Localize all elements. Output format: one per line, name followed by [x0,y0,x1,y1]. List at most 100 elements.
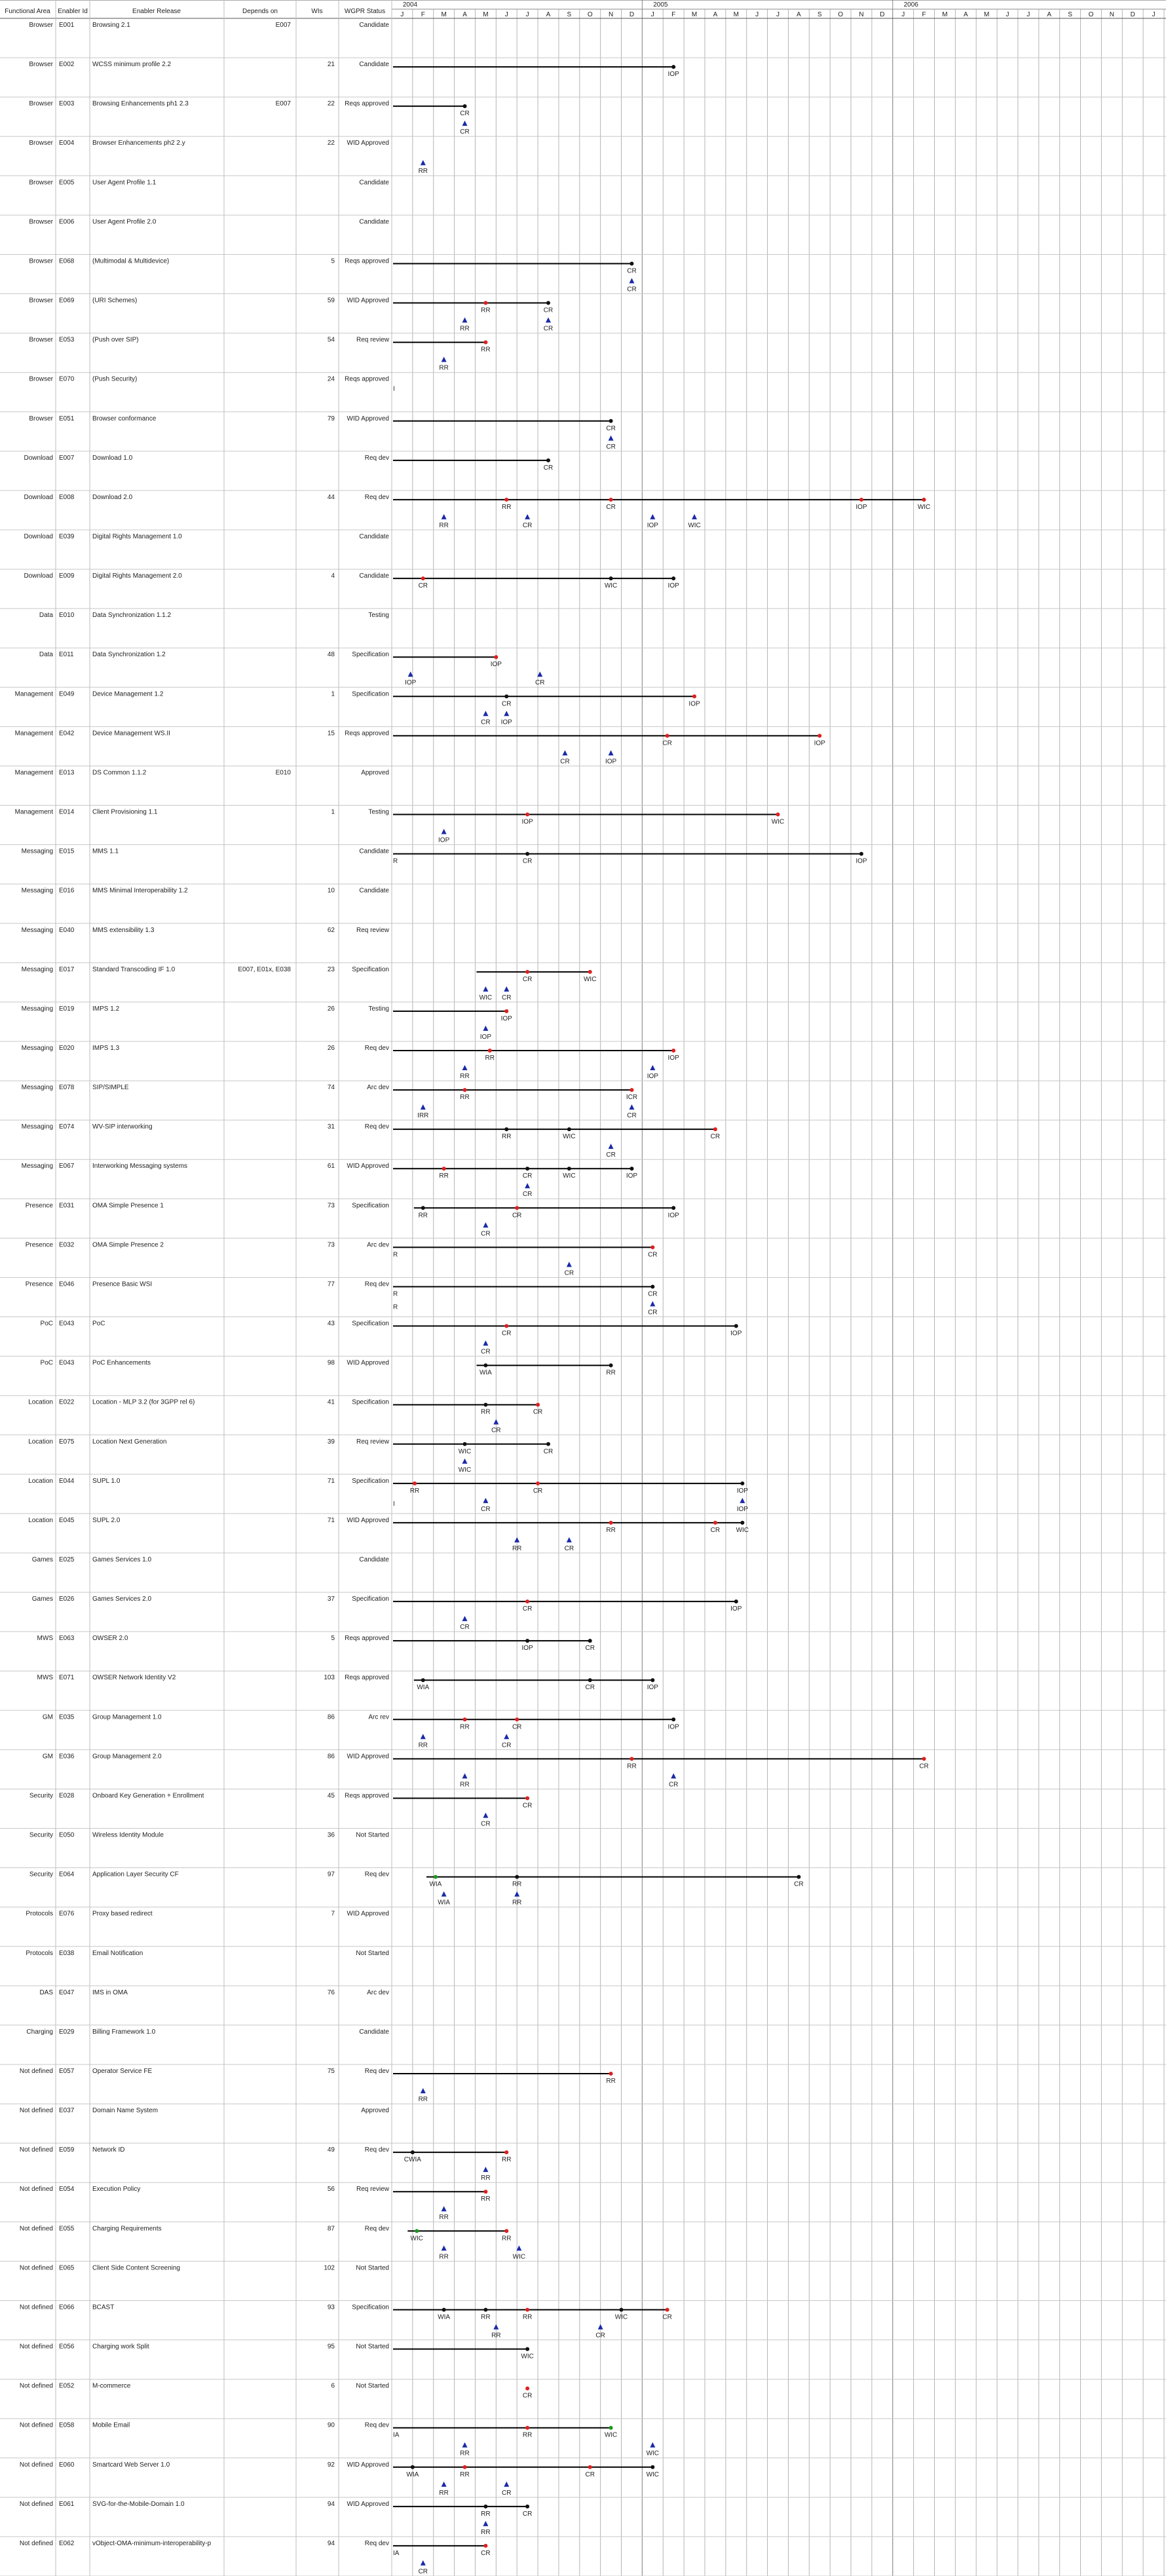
row-enabler-release: WCSS minimum profile 2.2 [92,61,171,68]
row-status: Candidate [359,887,389,895]
row-wis: 1 [331,809,335,816]
forecast-triangle [504,1734,510,1740]
milestone-dot [588,969,592,974]
row-status: WID Approved [347,1517,389,1524]
row-wis: 22 [328,140,335,147]
milestone-label: IOP [688,700,700,707]
row-enabler-id: E016 [59,887,75,895]
row-status: Approved [361,769,389,776]
row-enabler-release: Location - MLP 3.2 (for 3GPP rel 6) [92,1399,195,1406]
milestone-dot [671,1049,676,1053]
row-wis: 102 [324,2264,335,2271]
milestone-label: RR [502,2156,511,2163]
row-status: Not Started [356,2383,389,2390]
row-functional-area: Messaging [22,1005,53,1013]
forecast-triangle [650,1301,656,1307]
milestone-label: CR [523,1802,532,1809]
row-wis: 36 [328,1832,335,1839]
row-functional-area: Management [15,730,54,737]
milestone-dot [713,1520,717,1525]
milestone-label: RR [502,1133,511,1140]
milestone-label: RR [460,2471,469,2478]
row-wis: 6 [331,2383,335,2390]
forecast-triangle [650,513,656,519]
forecast-label: WIC [647,2450,659,2457]
forecast-triangle [504,2481,510,2487]
milestone-label: CR [523,2393,532,2400]
forecast-label: IOP [647,1073,659,1080]
milestone-dot [504,497,509,502]
milestone-label: RR [439,1172,448,1180]
row-wis: 48 [328,651,335,658]
row-enabler-release: (Push Security) [92,376,137,383]
forecast-label: RR [481,2529,490,2536]
row-wis: 95 [328,2343,335,2351]
row-status: Candidate [359,22,389,29]
row-wis: 5 [331,257,335,265]
month-label: M [734,11,739,18]
milestone-dot [588,1678,592,1683]
milestone-dot [525,2386,530,2391]
row-enabler-id: E026 [59,1596,75,1603]
row-status: Req dev [365,2225,389,2232]
milestone-label: CR [544,464,553,472]
milestone-dot [525,812,530,817]
milestone-dot [859,851,863,856]
milestone-dot [588,2465,592,2469]
month-label: J [526,11,529,18]
forecast-label: CR [565,1545,574,1552]
forecast-label: CR [535,679,544,686]
month-label: A [1047,11,1051,18]
milestone-label: RR [460,1094,469,1101]
row-status: Not Started [356,2264,389,2271]
milestone-label: RR [523,2432,532,2439]
row-status: Reqs approved [345,730,389,737]
row-wis: 22 [328,100,335,107]
milestone-label: WIA [417,1684,429,1691]
forecast-triangle [504,986,510,992]
milestone-label: CR [523,2511,532,2518]
row-functional-area: Management [15,809,54,816]
row-wis: 1 [331,690,335,698]
row-status: Candidate [359,61,389,68]
month-label: O [1089,11,1094,18]
row-status: Specification [352,1596,389,1603]
milestone-dot [650,2465,655,2469]
row-functional-area: Messaging [22,1123,53,1130]
row-wis: 26 [328,1045,335,1052]
row-enabler-id: E043 [59,1360,75,1367]
milestone-label: ICR [626,1094,637,1101]
milestone-dot [546,458,550,462]
milestone-dot [410,2465,415,2469]
milestone-dot [483,2543,488,2548]
forecast-label: CR [460,128,469,136]
row-enabler-id: E057 [59,2068,75,2075]
milestone-dot [536,1481,540,1485]
forecast-triangle [608,1144,614,1149]
row-functional-area: Games [32,1596,53,1603]
row-enabler-id: E043 [59,1320,75,1328]
milestone-label: RR [460,1723,469,1730]
milestone-dot [525,2307,530,2312]
row-depends-on: E007 [276,100,292,107]
milestone-label: WIA [438,2313,450,2321]
row-functional-area: Not defined [20,2068,53,2075]
milestone-label: CR [606,425,615,432]
row-status: Approved [361,2107,389,2114]
row-status: Candidate [359,533,389,540]
row-enabler-id: E003 [59,100,75,107]
row-enabler-release: Execution Policy [92,2186,140,2193]
row-enabler-release: Digital Rights Management 1.0 [92,533,182,540]
row-wis: 71 [328,1517,335,1524]
milestone-label: CR [523,858,532,865]
row-status: Req dev [365,1123,389,1130]
month-label: F [421,11,425,18]
milestone-label: WIC [647,2471,659,2478]
row-enabler-release: Group Management 2.0 [92,1753,162,1760]
row-functional-area: Not defined [20,2501,53,2508]
row-enabler-id: E061 [59,2501,75,2508]
year-label: 2005 [653,1,668,9]
row-enabler-release: IMPS 1.3 [92,1045,120,1052]
row-status: WID Approved [347,415,389,422]
row-enabler-release: Interworking Messaging systems [92,1163,187,1170]
